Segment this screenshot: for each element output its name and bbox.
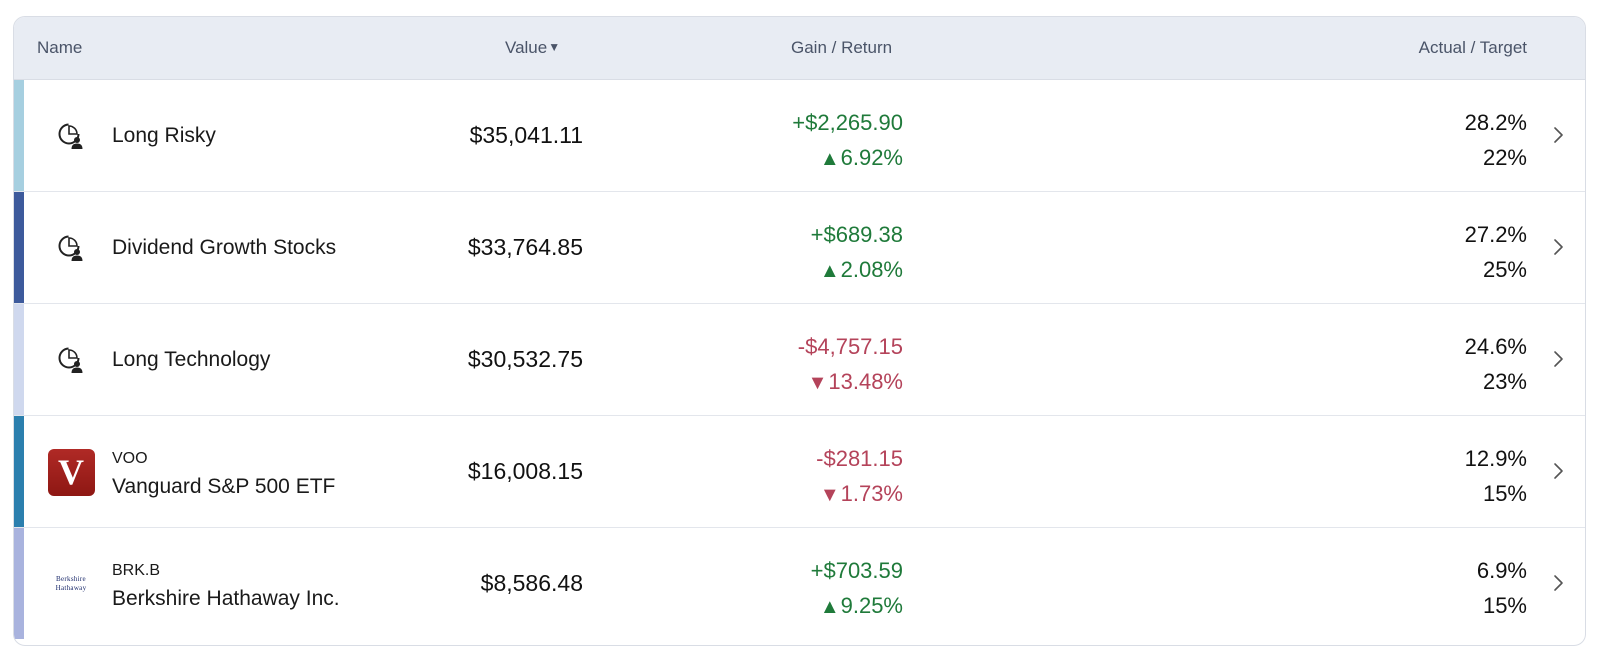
portfolio-icon: [47, 112, 95, 160]
target-percent: 15%: [1482, 481, 1527, 506]
direction-icon: ▲: [819, 260, 840, 282]
holding-name: Long Risky: [112, 124, 216, 147]
actual-percent: 28.2%: [1464, 110, 1527, 135]
table-row[interactable]: Long Risky $35,041.11 +$2,265.90 ▲6.92% …: [14, 80, 1585, 192]
gain-amount: +$703.59: [810, 558, 903, 583]
actual-target: 12.9% 15%: [1465, 441, 1527, 511]
actual-percent: 24.6%: [1464, 334, 1527, 359]
portfolio-icon: [47, 224, 95, 272]
direction-icon: ▼: [807, 372, 828, 394]
sort-descending-icon: ▼: [548, 40, 561, 54]
gain-amount: -$281.15: [816, 446, 903, 471]
actual-percent: 6.9%: [1476, 558, 1527, 583]
column-header-value-label: Value: [505, 38, 548, 57]
target-percent: 22%: [1482, 145, 1527, 170]
target-percent: 15%: [1482, 593, 1527, 618]
return-percent: ▲2.08%: [811, 252, 903, 289]
actual-target: 27.2% 25%: [1465, 217, 1527, 287]
column-header-name[interactable]: Name: [37, 38, 83, 57]
gain-return: +$689.38 ▲2.08%: [811, 217, 903, 289]
row-color-stripe: [14, 192, 24, 303]
holding-ticker: VOO: [112, 450, 148, 467]
row-color-stripe: [14, 304, 24, 415]
actual-target: 6.9% 15%: [1477, 553, 1527, 623]
row-color-stripe: [14, 80, 24, 191]
actual-percent: 27.2%: [1464, 222, 1527, 247]
holding-ticker: BRK.B: [112, 562, 161, 579]
portfolio-icon: [47, 336, 95, 384]
actual-target: 24.6% 23%: [1465, 329, 1527, 399]
return-percent: ▲6.92%: [792, 140, 903, 177]
chevron-right-icon[interactable]: [1551, 348, 1565, 370]
holding-name: Dividend Growth Stocks: [112, 236, 337, 259]
return-value: 9.25%: [840, 593, 903, 618]
holding-value: $35,041.11: [469, 122, 583, 148]
holding-value: $30,532.75: [467, 346, 583, 372]
chevron-right-icon[interactable]: [1551, 460, 1565, 482]
gain-return: -$281.15 ▼1.73%: [816, 441, 903, 513]
row-color-stripe: [14, 528, 24, 639]
actual-percent: 12.9%: [1464, 446, 1527, 471]
row-color-stripe: [14, 416, 24, 527]
chevron-right-icon[interactable]: [1551, 124, 1565, 146]
return-value: 1.73%: [840, 481, 903, 506]
gain-amount: -$4,757.15: [797, 334, 903, 359]
target-percent: 23%: [1482, 369, 1527, 394]
vanguard-logo-icon: V: [47, 448, 95, 496]
logo-text-line-1: Berkshire: [56, 575, 86, 583]
holding-value: $16,008.15: [467, 458, 583, 484]
direction-icon: ▲: [819, 596, 840, 618]
gain-return: +$2,265.90 ▲6.92%: [792, 105, 903, 177]
holding-value: $8,586.48: [480, 570, 583, 596]
table-row[interactable]: Dividend Growth Stocks $33,764.85 +$689.…: [14, 192, 1585, 304]
table-row[interactable]: Long Technology $30,532.75 -$4,757.15 ▼1…: [14, 304, 1585, 416]
direction-icon: ▲: [819, 148, 840, 170]
actual-target: 28.2% 22%: [1465, 105, 1527, 175]
table-row[interactable]: Berkshire Hathaway BRK.B Berkshire Hatha…: [14, 528, 1585, 639]
target-percent: 25%: [1482, 257, 1527, 282]
gain-amount: +$689.38: [810, 222, 903, 247]
return-value: 6.92%: [840, 145, 903, 170]
return-value: 13.48%: [828, 369, 903, 394]
logo-text-line-2: Hathaway: [55, 584, 87, 592]
return-percent: ▼13.48%: [798, 364, 903, 401]
column-header-gain-return[interactable]: Gain / Return: [791, 38, 893, 57]
table-header: Name Value▼ Gain / Return Actual / Targe…: [14, 17, 1585, 80]
berkshire-logo-icon: Berkshire Hathaway: [47, 560, 95, 608]
holdings-table: Name Value▼ Gain / Return Actual / Targe…: [13, 16, 1586, 646]
chevron-right-icon[interactable]: [1551, 572, 1565, 594]
gain-return: +$703.59 ▲9.25%: [811, 553, 903, 625]
column-header-actual-target[interactable]: Actual / Target: [1418, 38, 1527, 57]
direction-icon: ▼: [819, 484, 840, 506]
gain-amount: +$2,265.90: [792, 110, 903, 135]
return-value: 2.08%: [840, 257, 903, 282]
return-percent: ▼1.73%: [816, 476, 903, 513]
berkshire-logo: Berkshire Hathaway: [48, 569, 95, 599]
vanguard-logo: V: [47, 448, 95, 496]
chevron-right-icon[interactable]: [1551, 236, 1565, 258]
holding-name: Vanguard S&P 500 ETF: [112, 475, 336, 498]
holding-name: Long Technology: [112, 348, 271, 371]
holding-name: Berkshire Hathaway Inc.: [112, 587, 340, 610]
return-percent: ▲9.25%: [811, 588, 903, 625]
holding-value: $33,764.85: [467, 234, 583, 260]
column-header-value[interactable]: Value▼: [505, 38, 560, 58]
table-row[interactable]: V VOO Vanguard S&P 500 ETF $16,008.15 -$…: [14, 416, 1585, 528]
gain-return: -$4,757.15 ▼13.48%: [798, 329, 903, 401]
